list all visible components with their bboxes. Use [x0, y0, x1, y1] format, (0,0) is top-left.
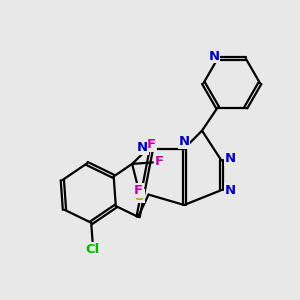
Text: N: N [225, 152, 236, 165]
Text: F: F [155, 155, 164, 168]
Text: N: N [137, 141, 148, 154]
Text: N: N [208, 50, 220, 63]
Text: F: F [134, 184, 143, 197]
Text: F: F [147, 138, 156, 152]
Text: S: S [135, 190, 144, 202]
Text: N: N [178, 136, 190, 148]
Text: N: N [225, 184, 236, 196]
Text: Cl: Cl [85, 243, 100, 256]
